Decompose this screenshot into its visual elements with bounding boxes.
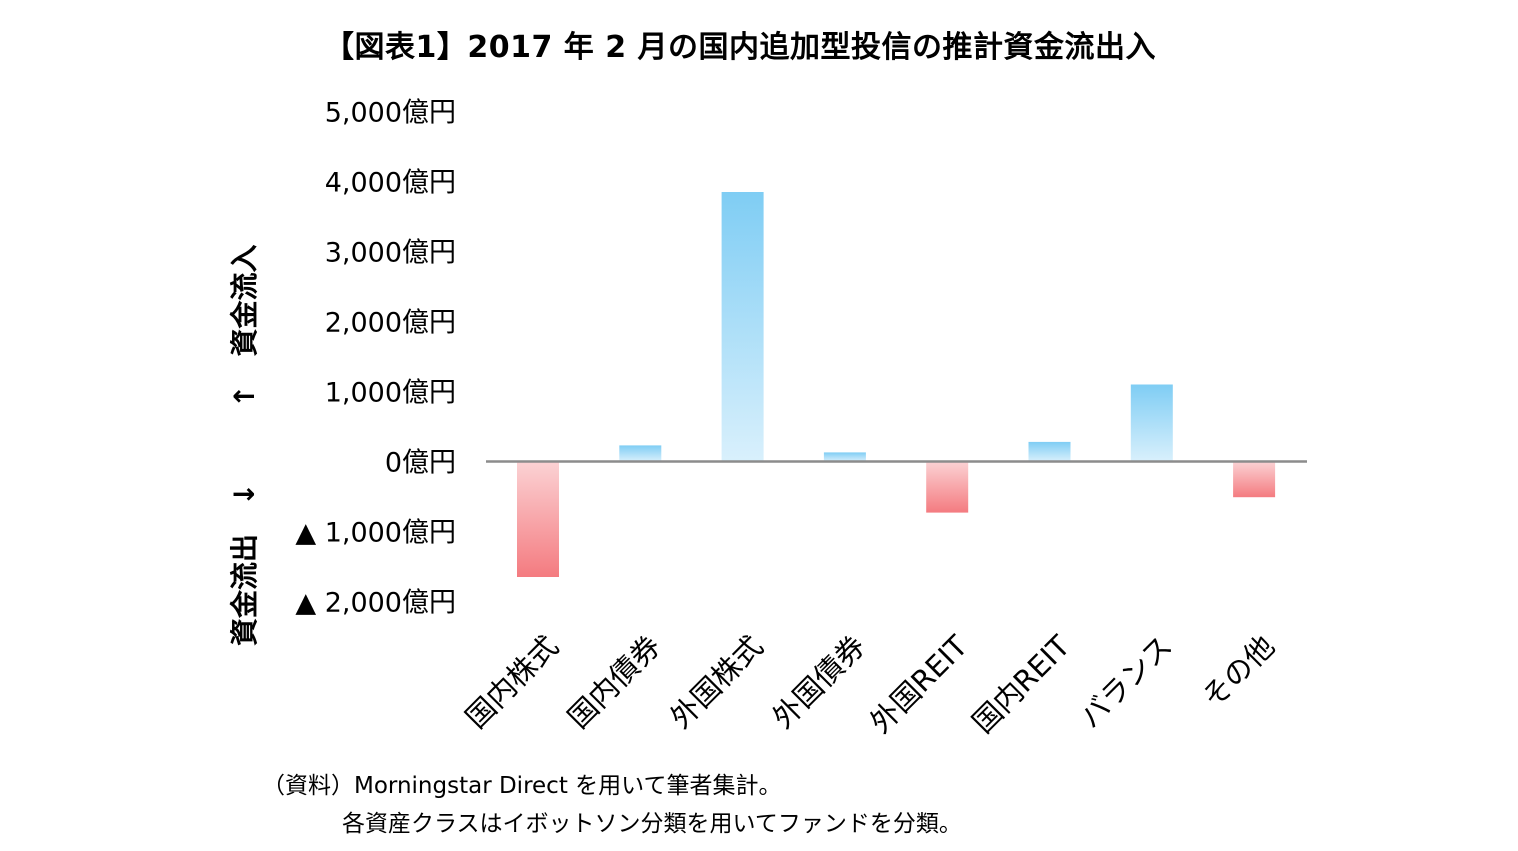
x-category-label: 外国REIT (863, 629, 974, 740)
bar (1130, 384, 1173, 462)
y-tick-label: 3,000億円 (325, 238, 456, 269)
bar (1028, 441, 1071, 462)
y-tick-label: ▲ 1,000億円 (295, 518, 456, 549)
chart-title: 【図表1】2017 年 2 月の国内追加型投信の推計資金流出入 (323, 30, 1157, 65)
x-category-label: 外国債券 (766, 629, 872, 735)
y-tick-label: 5,000億円 (325, 98, 456, 129)
bar (517, 461, 559, 577)
y-axis-label-inflow: ↑ 資金流入 (228, 245, 261, 408)
x-category-label: 国内債券 (561, 629, 667, 735)
y-tick-label: 2,000億円 (325, 308, 456, 339)
source-note-detail: 各資産クラスはイボットソン分類を用いてファンドを分類。 (342, 811, 962, 837)
x-category-label: バランス (1073, 629, 1179, 735)
y-tick-label: ▲ 2,000億円 (295, 588, 456, 619)
x-category-label: その他 (1195, 629, 1281, 715)
bar (823, 452, 866, 462)
x-category-label: 外国株式 (663, 629, 769, 735)
x-category-label: 国内REIT (966, 629, 1077, 740)
y-tick-label: 1,000億円 (325, 378, 456, 409)
bars (517, 192, 1276, 577)
bar (1233, 461, 1276, 498)
y-tick-label: 4,000億円 (325, 168, 456, 199)
y-axis-ticks: 5,000億円 4,000億円 3,000億円 2,000億円 1,000億円 0億円 ▲ … (295, 98, 456, 619)
y-tick-label: 0億円 (385, 448, 456, 479)
bar (619, 445, 662, 462)
bar (926, 461, 969, 513)
bar (721, 192, 764, 462)
y-axis-label-outflow: 資金流出 ↓ (228, 483, 261, 646)
x-category-label: 国内株式 (459, 629, 565, 735)
source-note: （資料）Morningstar Direct を用いて筆者集計。 (262, 773, 782, 799)
